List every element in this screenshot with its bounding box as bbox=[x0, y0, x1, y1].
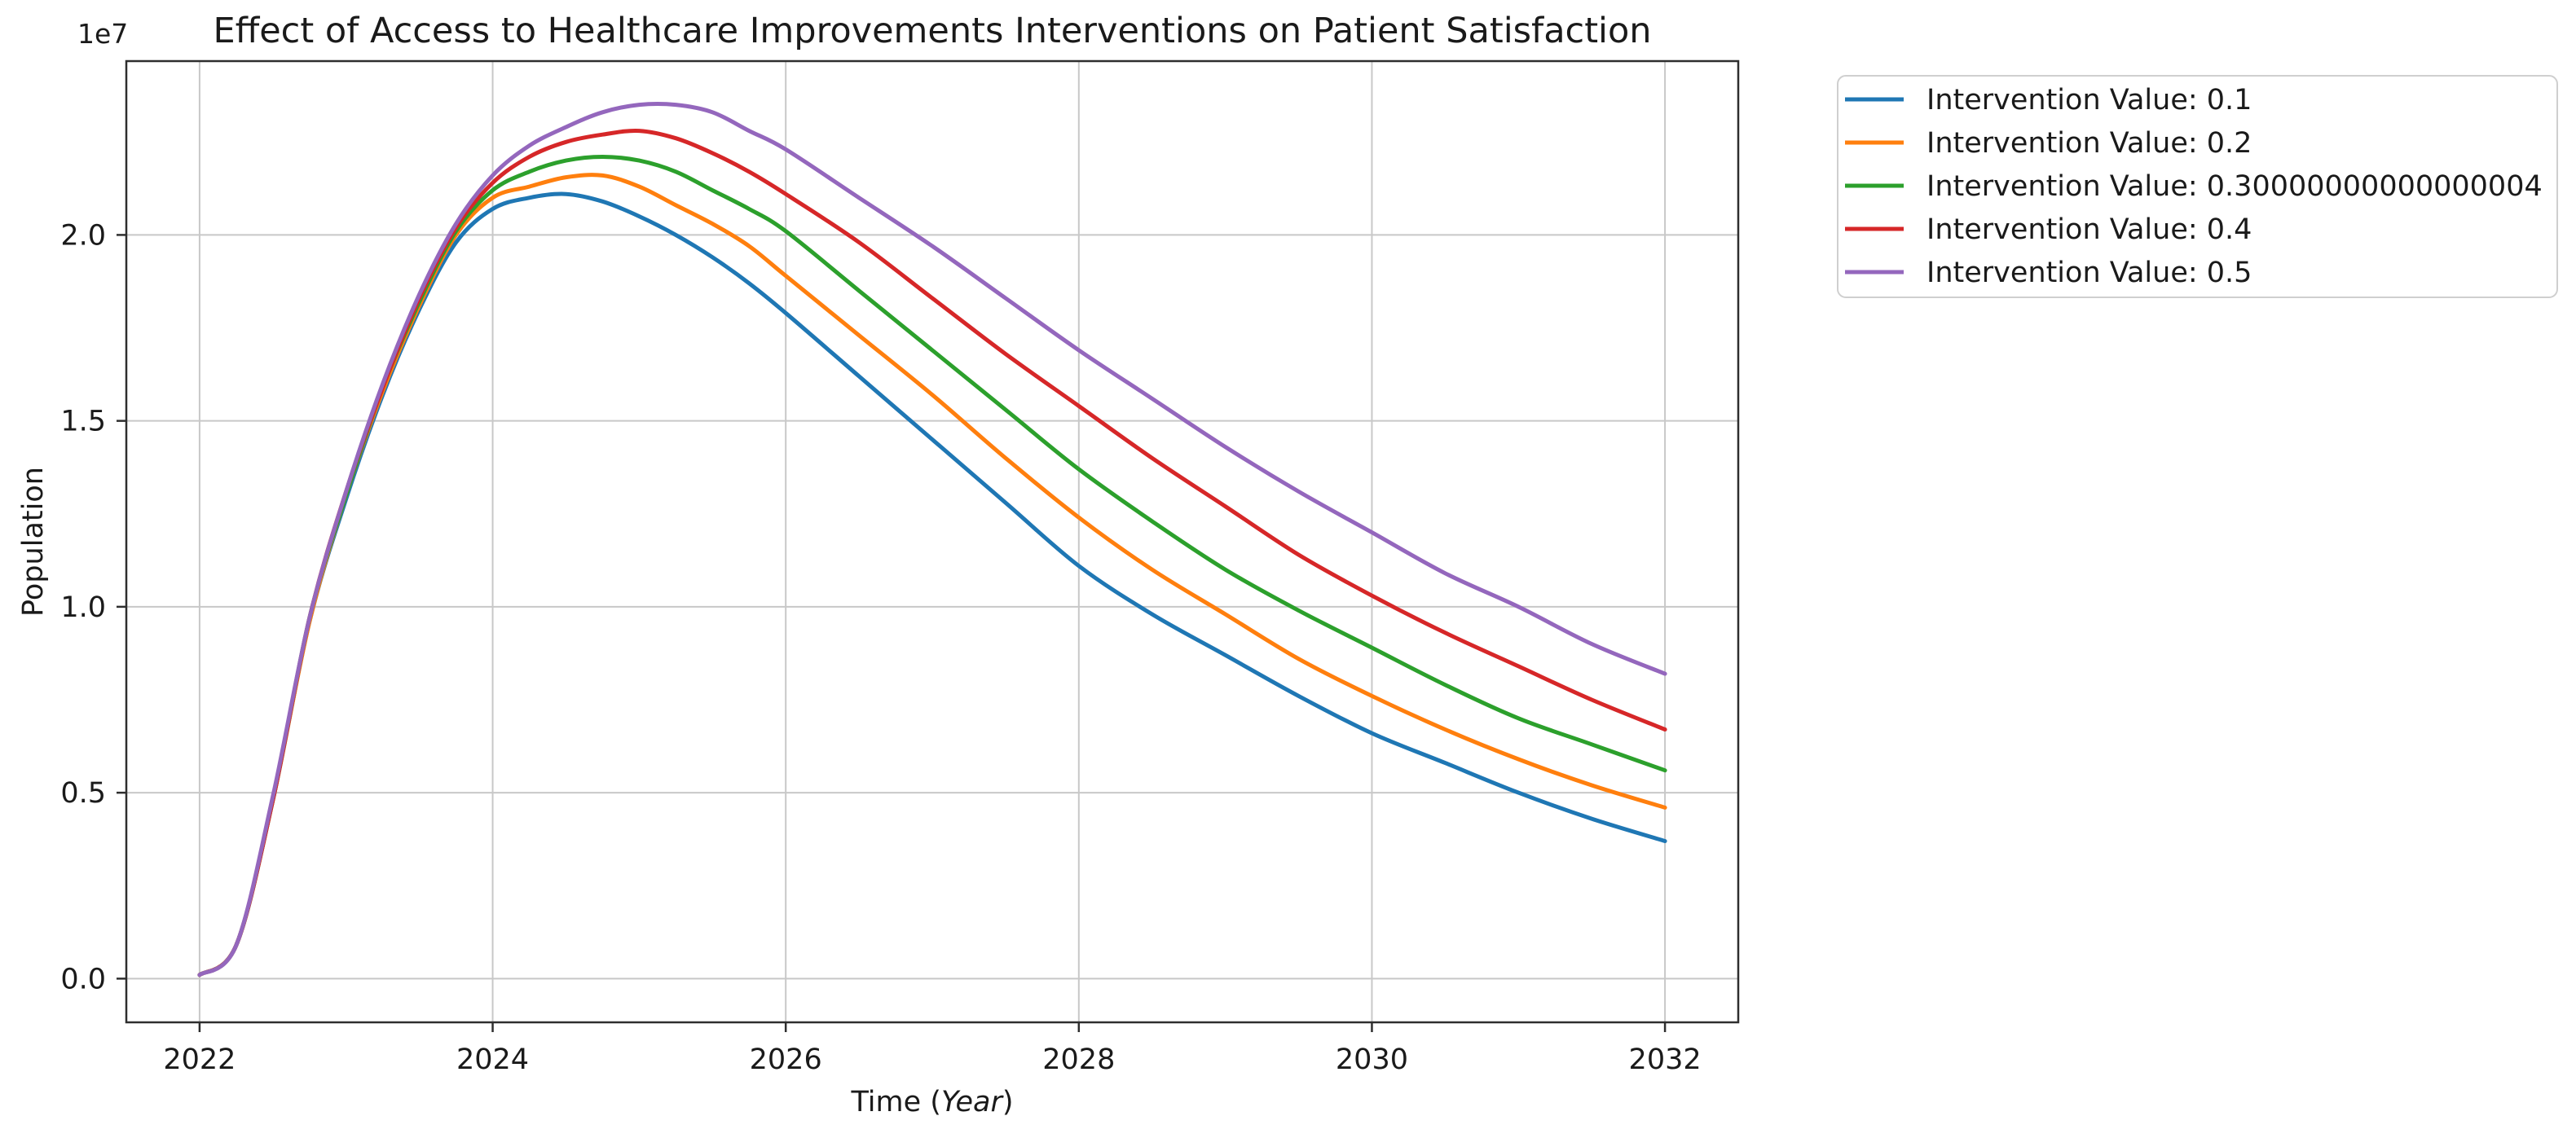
x-axis-label: Time (Year) bbox=[851, 1086, 1014, 1118]
axis-ticks bbox=[117, 234, 1667, 1032]
x-tick-label: 2028 bbox=[1042, 1044, 1115, 1076]
series-lines bbox=[197, 101, 1667, 978]
y-tick-labels: 0.0 0.5 1.0 1.5 2.0 bbox=[60, 219, 106, 995]
x-tick-label: 2032 bbox=[1629, 1044, 1702, 1076]
legend-label: Intervention Value: 0.5 bbox=[1926, 257, 2252, 289]
chart-title: Effect of Access to Healthcare Improveme… bbox=[213, 11, 1651, 51]
x-tick-label: 2030 bbox=[1336, 1044, 1408, 1076]
legend: Intervention Value: 0.1 Intervention Valu… bbox=[1837, 75, 2558, 298]
x-axis-label-suffix: ) bbox=[1002, 1086, 1014, 1118]
series-line-0.4 bbox=[197, 128, 1667, 978]
x-tick-label: 2026 bbox=[750, 1044, 822, 1076]
y-tick-label: 2.0 bbox=[60, 219, 106, 252]
legend-label: Intervention Value: 0.2 bbox=[1926, 127, 2252, 160]
y-tick-label: 0.0 bbox=[60, 963, 106, 995]
y-offset-label: 1e7 bbox=[77, 18, 128, 50]
y-tick-label: 1.5 bbox=[60, 406, 106, 438]
legend-label: Intervention Value: 0.1 bbox=[1926, 84, 2252, 116]
y-axis-label: Population bbox=[17, 467, 50, 617]
series-line-0.1 bbox=[197, 191, 1667, 978]
series-line-0.5 bbox=[197, 101, 1667, 978]
gridlines bbox=[126, 61, 1738, 1022]
series-line-0.30000000000000004 bbox=[197, 155, 1667, 978]
x-tick-labels: 2022 2024 2026 2028 2030 2032 bbox=[163, 1044, 1701, 1076]
x-tick-label: 2022 bbox=[163, 1044, 236, 1076]
legend-label: Intervention Value: 0.4 bbox=[1926, 213, 2252, 246]
plot-frame bbox=[125, 59, 1740, 1024]
x-axis-label-year: Year bbox=[941, 1086, 1005, 1118]
x-axis-label-prefix: Time ( bbox=[851, 1086, 941, 1118]
legend-frame bbox=[1837, 75, 2558, 298]
legend-label: Intervention Value: 0.30000000000000004 bbox=[1926, 170, 2543, 203]
y-tick-label: 0.5 bbox=[60, 777, 106, 810]
x-tick-label: 2024 bbox=[456, 1044, 529, 1076]
y-tick-label: 1.0 bbox=[60, 591, 106, 624]
